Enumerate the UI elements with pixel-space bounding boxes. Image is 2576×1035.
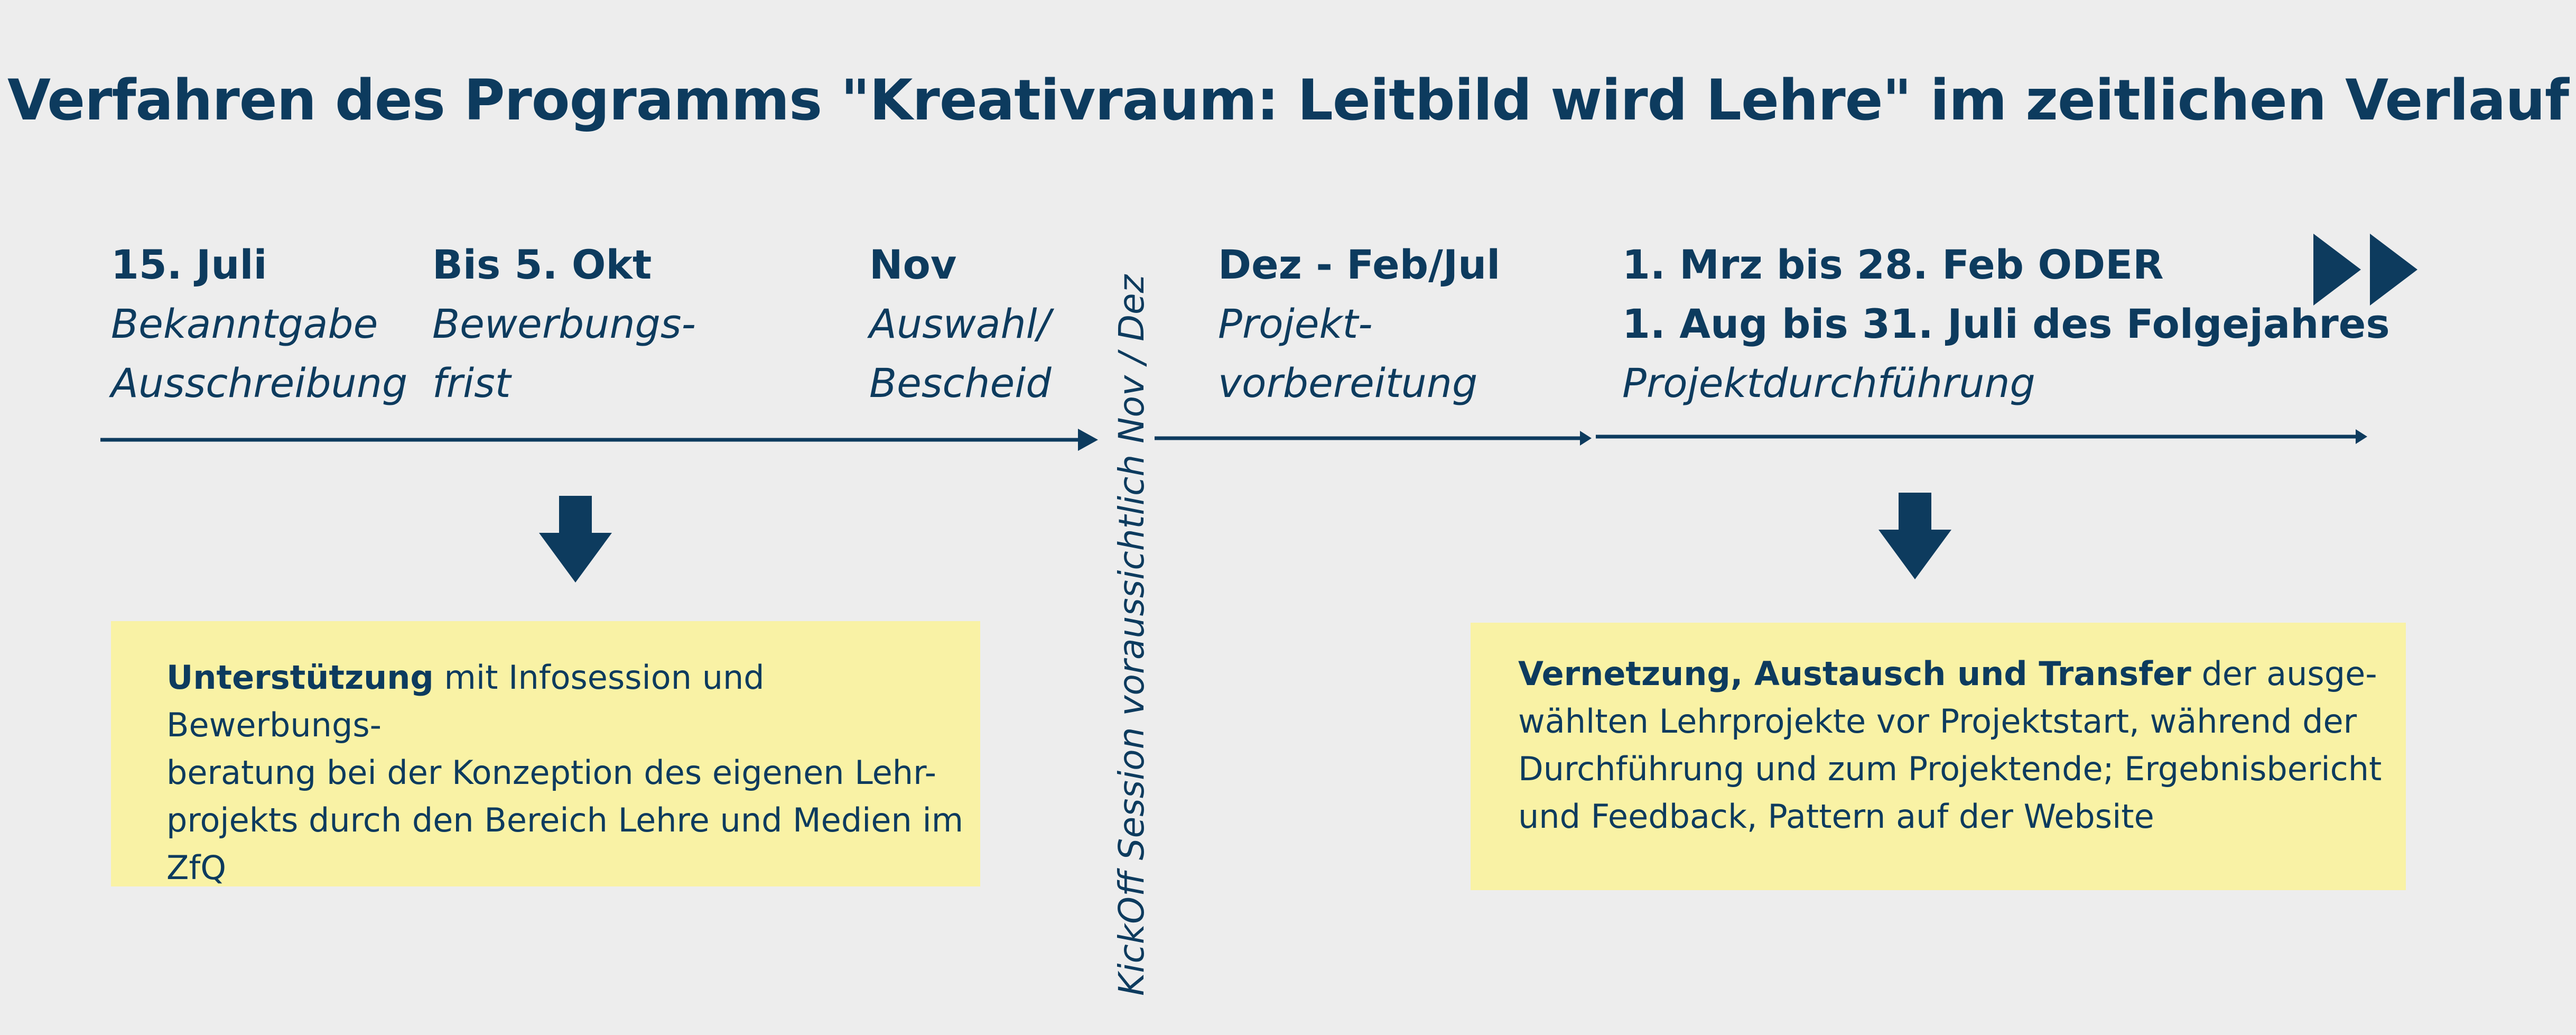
networking-text: Vernetzung, Austausch und Transfer der a… — [1518, 650, 2406, 840]
stage-auswahl: Nov Auswahl/ Bescheid — [869, 235, 1052, 413]
stage-desc-line: vorbereitung — [1218, 359, 1478, 406]
fast-forward-icon — [2313, 234, 2417, 306]
stage-desc-line: Bekanntgabe — [111, 300, 378, 347]
networking-box: Vernetzung, Austausch und Transfer der a… — [1471, 623, 2406, 890]
timeline-arrow — [1155, 431, 1592, 446]
stage-date: 15. Juli — [111, 241, 267, 288]
stage-desc-line: Projekt- — [1218, 300, 1373, 347]
timeline-arrow — [100, 429, 1098, 451]
networking-text-line: und Feedback, Pattern auf der Website — [1518, 797, 2154, 836]
stage-bekanntgabe: 15. Juli Bekanntgabe Ausschreibung — [111, 235, 407, 413]
stage-desc-line: frist — [432, 359, 511, 406]
timeline-arrow — [1596, 429, 2367, 444]
networking-text-bold: Vernetzung, Austausch und Transfer — [1518, 654, 2191, 693]
stage-date: Bis 5. Okt — [432, 241, 652, 288]
stage-date: Dez - Feb/Jul — [1218, 241, 1501, 288]
support-text-line: ZfQ — [166, 848, 227, 887]
stage-projektdurchfuehrung: 1. Mrz bis 28. Feb ODER 1. Aug bis 31. J… — [1622, 235, 2390, 413]
stage-date: 1. Aug bis 31. Juli des Folgejahres — [1622, 300, 2390, 347]
support-text: Unterstützung mit Infosession und Bewerb… — [166, 654, 980, 892]
support-text-line: projekts durch den Bereich Lehre und Med… — [166, 801, 964, 839]
down-arrow-icon — [1878, 493, 1951, 579]
networking-text-line: Durchführung und zum Projektende; Ergebn… — [1518, 750, 2382, 788]
stage-desc-line: Ausschreibung — [111, 359, 408, 406]
diagram-title: Verfahren des Programms "Kreativraum: Le… — [7, 68, 2569, 133]
support-text-line: mit Infosession und Bewerbungs- — [166, 658, 765, 744]
networking-text-line: der ausge- — [2191, 654, 2377, 693]
down-arrow-icon — [539, 496, 612, 583]
stage-desc-line: Auswahl/ — [869, 300, 1051, 347]
support-text-bold: Unterstützung — [166, 658, 434, 697]
support-text-line: beratung bei der Konzeption des eigenen … — [166, 753, 936, 792]
stage-desc-line: Bescheid — [869, 359, 1052, 406]
stage-date: 1. Mrz bis 28. Feb ODER — [1622, 241, 2164, 288]
stage-desc-line: Projektdurchführung — [1622, 359, 2035, 406]
stage-date: Nov — [869, 241, 957, 288]
stage-bewerbungsfrist: Bis 5. Okt Bewerbungs- frist — [432, 235, 696, 413]
support-box: Unterstützung mit Infosession und Bewerb… — [111, 621, 980, 887]
stage-desc-line: Bewerbungs- — [432, 300, 696, 347]
networking-text-line: wählten Lehrprojekte vor Projektstart, w… — [1518, 702, 2357, 741]
kickoff-label: KickOff Session voraussichtlich Nov / De… — [1111, 274, 1152, 996]
stage-projektvorbereitung: Dez - Feb/Jul Projekt- vorbereitung — [1218, 235, 1500, 413]
